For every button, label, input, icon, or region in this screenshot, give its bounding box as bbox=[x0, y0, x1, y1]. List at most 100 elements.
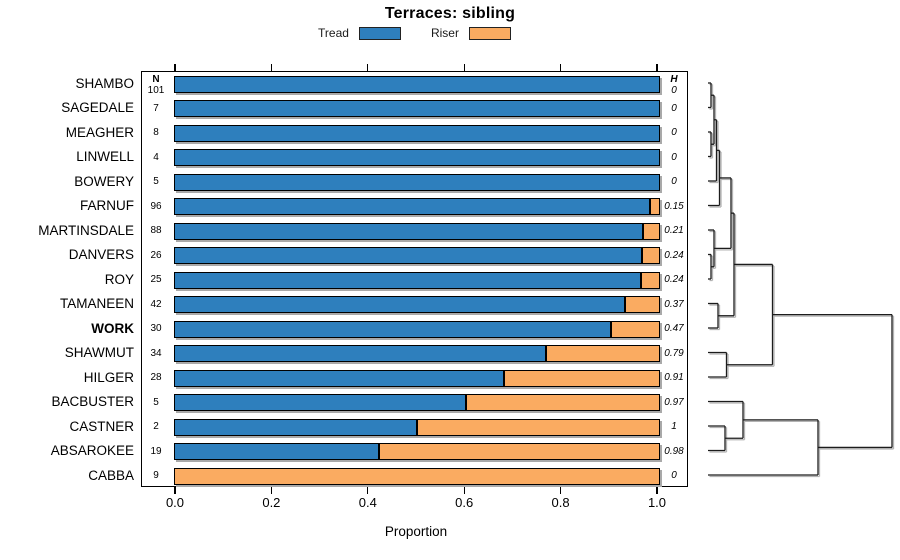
riser-segment bbox=[503, 369, 660, 387]
tread-segment bbox=[174, 222, 644, 240]
tread-segment bbox=[174, 198, 650, 215]
legend-label-tread: Tread bbox=[318, 26, 349, 40]
legend-item-tread: Tread bbox=[318, 26, 401, 40]
row-label-farnuf: FARNUF bbox=[80, 198, 134, 213]
h-value: 0.24 bbox=[664, 249, 684, 261]
row-label-martinsdale: MARTINSDALE bbox=[38, 222, 134, 238]
stacked-bar-cabba bbox=[174, 467, 660, 485]
n-value: 26 bbox=[150, 249, 162, 261]
stacked-bar-martinsdale bbox=[174, 222, 660, 240]
row-label-shambo: SHAMBO bbox=[75, 75, 134, 91]
chart-title: Terraces: sibling bbox=[384, 5, 516, 22]
riser-segment bbox=[378, 443, 660, 460]
tread-segment bbox=[174, 124, 660, 142]
stacked-bar-hilger bbox=[174, 369, 660, 387]
row-label-danvers: DANVERS bbox=[68, 247, 134, 262]
h-value: 0.24 bbox=[664, 274, 684, 285]
stacked-bar-shambo bbox=[174, 75, 660, 93]
stacked-bar-tamaneen bbox=[174, 296, 660, 313]
row-label-absarokee: ABSAROKEE bbox=[50, 443, 134, 458]
row-label-bacbuster: BACBUSTER bbox=[51, 394, 134, 409]
row-label-tamaneen: TAMANEEN bbox=[59, 296, 134, 311]
x-axis-title: Proportion bbox=[384, 524, 448, 539]
h-value: 0.91 bbox=[664, 372, 684, 383]
n-value: 9 bbox=[153, 470, 159, 481]
row-label-bowery: BOWERY bbox=[74, 173, 134, 189]
stacked-bar-castner bbox=[174, 418, 660, 436]
tread-segment bbox=[174, 271, 641, 289]
riser-swatch bbox=[468, 26, 511, 40]
x-tick-label: 0.4 bbox=[358, 495, 377, 510]
h-value: 1 bbox=[671, 421, 677, 432]
legend: Tread Riser bbox=[141, 26, 688, 40]
n-value: 25 bbox=[150, 274, 162, 285]
h-value: 0.98 bbox=[664, 445, 684, 457]
n-value: 28 bbox=[150, 372, 162, 383]
x-tick-top bbox=[463, 64, 465, 71]
tread-segment bbox=[174, 320, 612, 338]
h-value: 0.79 bbox=[664, 347, 684, 359]
x-tick-bottom bbox=[174, 487, 176, 494]
row-label-hilger: HILGER bbox=[83, 369, 134, 385]
h-value: 0 bbox=[671, 151, 677, 163]
legend-label-riser: Riser bbox=[430, 26, 459, 40]
row-label-linwell: LINWELL bbox=[76, 149, 134, 164]
tread-segment bbox=[174, 296, 626, 313]
n-value: 101 bbox=[147, 84, 165, 96]
plot-panel: 101 0 7 0 8 0 4 0 5 0 96 0.15 88 0.21 26 0.24 25 0.24 42 0.… bbox=[141, 71, 688, 487]
stacked-bar-meagher bbox=[174, 124, 660, 142]
h-value: 0.97 bbox=[664, 396, 684, 408]
h-value: 0.47 bbox=[664, 323, 684, 334]
tread-segment bbox=[174, 247, 642, 264]
stacked-bar-sagedale bbox=[174, 100, 660, 117]
stacked-bar-absarokee bbox=[174, 443, 660, 460]
x-tick-label: 0.0 bbox=[165, 495, 185, 510]
riser-segment bbox=[643, 222, 660, 240]
n-value: 88 bbox=[150, 225, 162, 236]
riser-segment bbox=[641, 247, 660, 264]
stacked-bar-bacbuster bbox=[174, 394, 660, 411]
n-value: 4 bbox=[153, 151, 159, 163]
row-label-cabba: CABBA bbox=[88, 467, 134, 483]
n-value: 5 bbox=[153, 176, 159, 187]
x-tick-bottom bbox=[270, 487, 273, 494]
tread-segment bbox=[174, 418, 417, 436]
stacked-bar-roy bbox=[174, 271, 660, 289]
n-value: 7 bbox=[153, 102, 159, 114]
h-value: 0.15 bbox=[664, 200, 684, 212]
x-tick-top bbox=[656, 64, 658, 71]
riser-segment bbox=[545, 345, 660, 362]
riser-segment bbox=[174, 467, 660, 485]
h-value: 0 bbox=[671, 102, 677, 114]
h-value: 0 bbox=[671, 470, 677, 481]
legend-item-riser: Riser bbox=[431, 26, 511, 40]
x-tick-top bbox=[270, 64, 273, 71]
x-tick-top bbox=[174, 64, 176, 71]
riser-segment bbox=[649, 198, 660, 215]
stacked-bar-danvers bbox=[174, 247, 660, 264]
riser-segment bbox=[625, 296, 660, 313]
row-label-work: WORK bbox=[91, 320, 134, 336]
tread-segment bbox=[174, 75, 660, 93]
tread-segment bbox=[174, 443, 379, 460]
x-tick-bottom bbox=[367, 487, 369, 494]
stacked-bar-farnuf bbox=[174, 198, 660, 215]
h-value: 0.21 bbox=[664, 225, 684, 236]
row-label-shawmut: SHAWMUT bbox=[64, 345, 134, 360]
tread-segment bbox=[174, 173, 660, 191]
n-value: 19 bbox=[150, 445, 162, 457]
n-value: 5 bbox=[153, 396, 159, 408]
riser-segment bbox=[417, 418, 660, 436]
x-tick-label: 0.8 bbox=[551, 495, 570, 510]
tread-segment bbox=[174, 394, 466, 411]
x-tick-label: 0.2 bbox=[262, 495, 281, 510]
stacked-bar-shawmut bbox=[174, 345, 660, 362]
tread-segment bbox=[174, 149, 660, 166]
riser-segment bbox=[465, 394, 660, 411]
stacked-bar-linwell bbox=[174, 149, 660, 166]
n-value: 42 bbox=[150, 298, 162, 310]
x-tick-bottom bbox=[656, 487, 658, 494]
x-tick-top bbox=[560, 64, 562, 71]
n-value: 2 bbox=[153, 421, 159, 432]
